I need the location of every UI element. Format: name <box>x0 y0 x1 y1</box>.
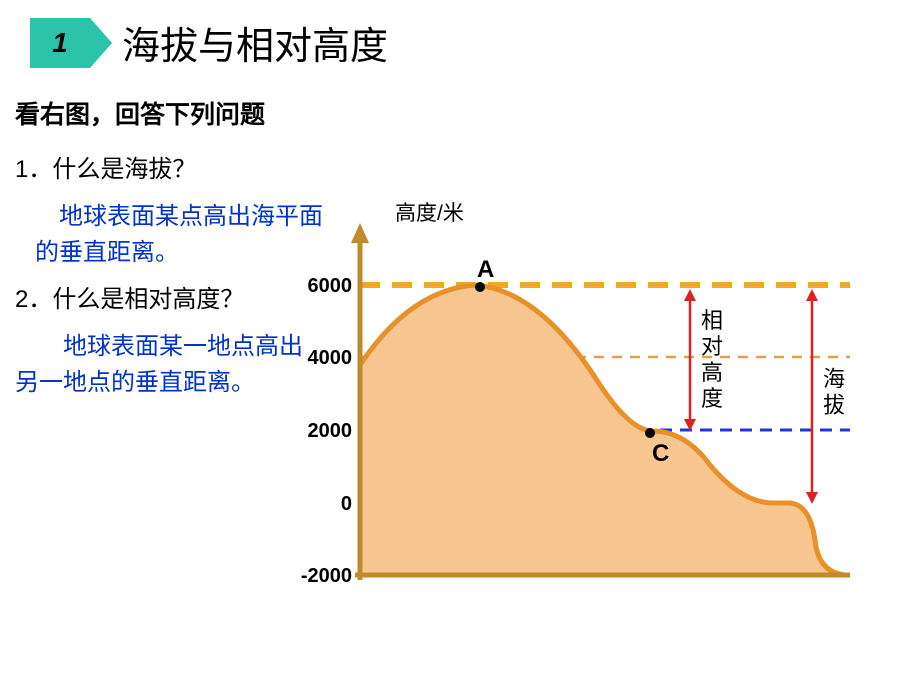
relative-height-label: 高 <box>701 360 723 385</box>
prompt-text: 看右图，回答下列问题 <box>15 95 325 131</box>
axis-label: 高度/米 <box>395 202 464 225</box>
answer-1: 地球表面某点高出海平面的垂直距离。 <box>15 199 325 271</box>
absolute-height-arrow-head-down-icon <box>806 492 818 504</box>
question-2: 2．什么是相对高度？ <box>15 279 325 314</box>
relative-height-arrow-head-up-icon <box>684 289 696 301</box>
badge-number: 1 <box>30 18 90 68</box>
point-c-label: C <box>652 440 669 467</box>
y-tick-label: 2000 <box>308 420 353 442</box>
section-badge: 1 <box>30 18 112 68</box>
y-tick-label: 6000 <box>308 275 353 297</box>
relative-height-label: 对 <box>701 334 723 359</box>
header: 1 海拔与相对高度 <box>0 0 920 85</box>
question-panel: 看右图，回答下列问题 1．什么是海拔？ 地球表面某点高出海平面的垂直距离。 2．… <box>15 95 325 401</box>
relative-height-label: 相 <box>701 308 723 333</box>
absolute-height-arrow-head-up-icon <box>806 289 818 301</box>
absolute-height-label: 拔 <box>823 393 845 418</box>
page-title: 海拔与相对高度 <box>122 15 388 70</box>
terrain-fill <box>360 285 845 575</box>
relative-height-label: 度 <box>701 386 723 411</box>
point-a-label: A <box>477 256 494 283</box>
content-area: 看右图，回答下列问题 1．什么是海拔？ 地球表面某点高出海平面的垂直距离。 2．… <box>0 85 920 665</box>
y-axis-arrow-icon <box>351 223 369 243</box>
question-1: 1．什么是海拔？ <box>15 149 325 184</box>
badge-arrow-icon <box>90 18 112 68</box>
answer-2: 地球表面某一地点高出另一地点的垂直距离。 <box>15 329 325 401</box>
chart-svg: 高度/米 6000 4000 2000 0 -2000 A C 相对高度 海拔 <box>290 185 890 655</box>
y-tick-label: 4000 <box>308 347 353 369</box>
point-c-dot <box>645 428 655 438</box>
y-tick-label: -2000 <box>301 565 352 587</box>
y-tick-label: 0 <box>341 493 352 515</box>
absolute-height-label: 海 <box>823 367 845 392</box>
elevation-diagram: 高度/米 6000 4000 2000 0 -2000 A C 相对高度 海拔 <box>290 185 890 655</box>
point-a-dot <box>475 282 485 292</box>
